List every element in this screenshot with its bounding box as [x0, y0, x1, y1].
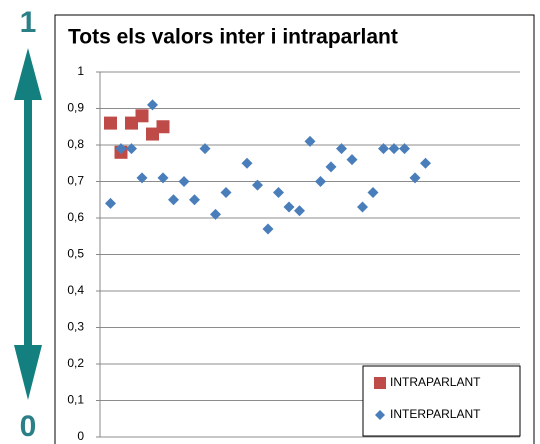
y-tick-label: 0,3	[67, 320, 84, 334]
point	[346, 154, 358, 166]
y-tick-label: 0,4	[67, 283, 84, 297]
point	[105, 197, 116, 209]
point	[388, 143, 400, 155]
y-tick-label: 0,7	[67, 174, 84, 188]
y-tick-label: 0,1	[67, 393, 84, 407]
y-tick-label: 0,8	[67, 137, 84, 151]
y-tick-label: 0,6	[67, 210, 84, 224]
point	[147, 99, 158, 111]
double-arrow	[14, 48, 42, 400]
chart-title: Tots els valors inter i intraparlant	[68, 26, 398, 49]
point	[125, 116, 138, 130]
arrow-bottom-label: 0	[20, 410, 37, 443]
point	[357, 201, 368, 213]
point	[294, 205, 305, 217]
y-tick-label: 0,9	[67, 101, 84, 115]
point	[304, 135, 316, 147]
point	[378, 143, 389, 155]
y-tick-label: 1	[77, 64, 84, 78]
legend-box	[362, 365, 521, 437]
legend-label: INTRAPARLANT	[390, 375, 481, 389]
point	[126, 143, 137, 155]
point	[135, 109, 149, 123]
point	[189, 194, 200, 206]
point	[252, 179, 263, 191]
legend-swatch	[374, 377, 386, 389]
legend-swatch	[375, 410, 385, 420]
y-tick-label: 0	[77, 429, 84, 443]
point	[104, 116, 117, 130]
point	[220, 186, 232, 198]
point	[367, 186, 379, 198]
point	[409, 172, 421, 184]
point	[262, 223, 274, 235]
point	[157, 172, 169, 184]
point	[325, 161, 337, 173]
point	[273, 186, 284, 198]
point	[178, 176, 190, 187]
y-tick-label: 0,5	[67, 247, 84, 261]
point	[136, 172, 148, 184]
point	[168, 194, 179, 206]
point	[283, 201, 295, 213]
point	[199, 143, 211, 155]
arrow-top-label: 1	[20, 6, 37, 39]
point	[399, 143, 410, 155]
point	[241, 157, 253, 169]
point	[315, 176, 326, 187]
point	[336, 143, 347, 155]
point	[156, 120, 170, 134]
point	[146, 127, 159, 141]
y-tick-label: 0,2	[67, 356, 84, 370]
point	[210, 208, 221, 220]
point	[420, 157, 431, 169]
legend-label: INTERPARLANT	[390, 407, 481, 421]
point	[115, 143, 127, 155]
